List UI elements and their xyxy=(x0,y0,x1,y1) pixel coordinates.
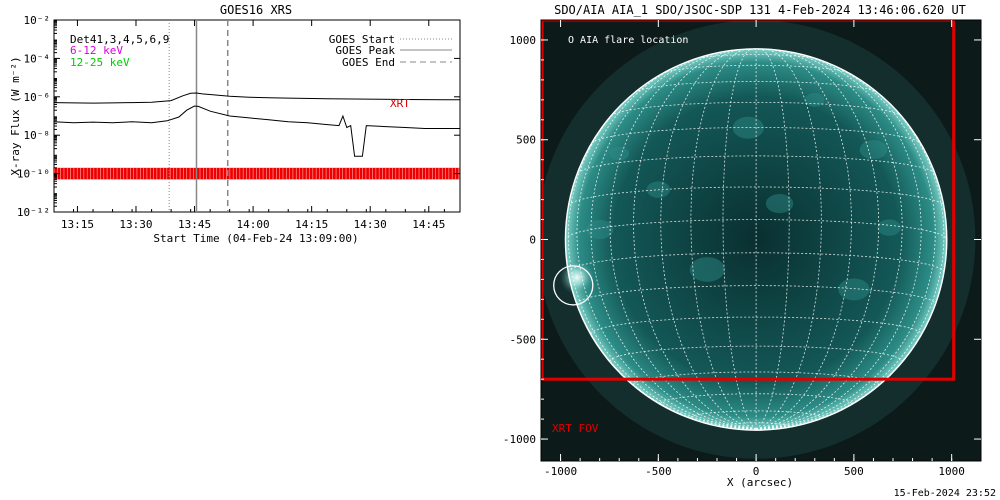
goes-x-axis-label: Start Time (04-Feb-24 13:09:00) xyxy=(153,232,358,245)
goes-plot-frame xyxy=(53,19,461,213)
grid-meridian xyxy=(590,51,757,430)
legend-detectors: Det41,3,4,5,6,9 xyxy=(70,33,169,46)
series-line-6-12kev xyxy=(54,105,460,157)
grid-meridian xyxy=(756,76,945,430)
aia-y-tick-label: 500 xyxy=(516,134,536,147)
goes-y-tick-label: 10⁻² xyxy=(24,14,51,27)
active-region xyxy=(689,257,725,282)
grid-parallel xyxy=(610,101,902,117)
series-line-12-25kev xyxy=(54,92,460,104)
grid-meridian xyxy=(567,76,757,430)
grid-meridian xyxy=(633,49,757,430)
goes-x-tick-label: 13:15 xyxy=(61,218,94,231)
flare-location-circle xyxy=(553,265,594,306)
grid-meridian xyxy=(690,48,757,430)
grid-parallel xyxy=(568,186,945,207)
grid-meridian xyxy=(576,56,757,430)
goes-x-tick-label: 13:30 xyxy=(119,218,152,231)
active-region xyxy=(805,92,825,107)
aia-x-tick-label: 0 xyxy=(753,465,760,478)
legend-12-25-kev: 12-25 keV xyxy=(70,56,130,69)
aia-image-panel: SDO/AIA AIA_1 SDO/JSOC-SDP 131 4-Feb-202… xyxy=(503,3,982,489)
aia-axes: -1000 -500 0 500 1000 -1000 -500 0 500 1000 xyxy=(503,20,981,478)
grid-parallel xyxy=(565,219,948,240)
xrt-observation-band xyxy=(54,167,460,180)
grid-meridian xyxy=(722,48,757,430)
grid-meridian xyxy=(755,48,822,430)
footer-timestamp: 15-Feb-2024 23:52 xyxy=(894,488,996,499)
grid-parallel xyxy=(576,285,936,305)
goes-title: GOES16 XRS xyxy=(220,3,292,17)
grid-meridian xyxy=(756,56,936,430)
goes-y-tick-label: 10⁻⁶ xyxy=(24,91,51,104)
legend-goes-peak: GOES Peak xyxy=(335,44,395,57)
grid-meridian xyxy=(609,50,757,430)
grid-parallel xyxy=(591,127,922,144)
goes-x-tick-label: 14:15 xyxy=(295,218,328,231)
goes-x-tick-label: 14:30 xyxy=(354,218,387,231)
active-region xyxy=(877,219,901,236)
goes-y-tick-label: 10⁻¹⁰ xyxy=(17,168,50,181)
goes-y-axis-label: X-ray Flux (W m⁻²) xyxy=(9,56,22,175)
aia-x-tick-label: -500 xyxy=(645,465,672,478)
flare-location-legend: O AIA flare location xyxy=(568,35,688,46)
goes-xrs-panel: GOES16 XRS 13:15 13:30 13:45 14:00 14:15 14:3… xyxy=(9,3,461,245)
legend-goes-end: GOES End xyxy=(342,56,395,69)
grid-meridian xyxy=(756,48,852,430)
goes-x-tick-label: 14:00 xyxy=(237,218,270,231)
flare-location-legend-text: AIA flare location xyxy=(580,35,688,46)
active-region xyxy=(732,116,764,139)
goes-y-tick-label: 10⁻⁸ xyxy=(24,129,51,142)
goes-x-tick-label: 14:45 xyxy=(412,218,445,231)
aia-x-tick-label: 500 xyxy=(844,465,864,478)
grid-parallel xyxy=(722,422,790,427)
grid-parallel xyxy=(662,64,850,74)
active-region xyxy=(859,140,888,160)
goes-y-tick-label: 10⁻¹² xyxy=(17,206,50,219)
aia-x-tick-label: 1000 xyxy=(938,465,965,478)
grid-parallel xyxy=(609,345,903,362)
aia-y-tick-label: -500 xyxy=(510,333,537,346)
aia-title: SDO/AIA AIA_1 SDO/JSOC-SDP 131 4-Feb-202… xyxy=(554,3,966,17)
flare-location-legend-icon: O xyxy=(568,35,580,46)
aia-y-tick-label: 1000 xyxy=(510,34,537,47)
xrt-annotation: XRT xyxy=(390,97,410,110)
grid-parallel xyxy=(577,155,936,174)
grid-meridian xyxy=(756,50,903,430)
solar-limb xyxy=(564,48,948,431)
grid-parallel xyxy=(690,410,822,418)
goes-x-tick-label: 13:45 xyxy=(178,218,211,231)
grid-parallel xyxy=(590,316,922,335)
aia-y-tick-label: 0 xyxy=(529,234,536,247)
aia-x-tick-label: -1000 xyxy=(544,465,577,478)
grid-parallel xyxy=(660,393,852,404)
grid-parallel xyxy=(633,371,880,385)
goes-y-tick-label: 10⁻⁴ xyxy=(24,52,51,65)
grid-meridian xyxy=(756,51,922,430)
aia-frame xyxy=(540,19,982,462)
aia-y-tick-label: -1000 xyxy=(503,433,536,446)
legend-6-12-kev: 6-12 keV xyxy=(70,44,123,57)
goes-axes: 13:15 13:30 13:45 14:00 14:15 14:30 14:45 10⁻¹²… xyxy=(17,14,460,231)
grid-parallel xyxy=(693,54,819,60)
grid-meridian xyxy=(660,48,757,430)
flare-glow xyxy=(559,259,595,296)
grid-meridian xyxy=(756,49,880,430)
active-region xyxy=(765,194,794,214)
active-region xyxy=(838,278,870,301)
aia-x-axis-label: X (arcsec) xyxy=(727,476,793,489)
aia-image xyxy=(541,20,976,459)
active-region xyxy=(585,219,614,240)
legend-goes-start: GOES Start xyxy=(329,33,395,46)
grid-meridian xyxy=(755,48,790,430)
xrt-fov-label: XRT FOV xyxy=(552,422,599,435)
active-region xyxy=(609,146,629,161)
